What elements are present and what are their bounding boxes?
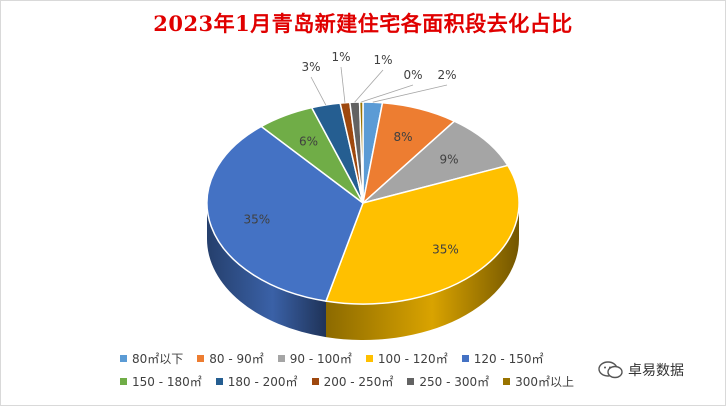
legend-swatch [365,355,373,362]
legend-item: 100 - 120㎡ [365,350,448,367]
pie-slice-4 [206,125,364,302]
data-label-0: 2% [437,68,456,82]
chart-legend: 80㎡以下 80 - 90㎡ 90 - 100㎡ 100 - 120㎡ 120 - 15… [120,350,620,396]
chart-title: 2023年1月青岛新建住宅各面积段去化占比 [153,11,573,36]
legend-swatch [503,378,511,385]
wechat-icon [598,361,623,379]
legend-swatch [197,355,205,362]
legend-swatch [311,378,319,385]
data-label-3: 35% [432,242,459,256]
leader-line-0 [372,84,448,103]
leader-line-9 [361,84,414,103]
legend-swatch [461,355,469,362]
legend-item: 250 - 300㎡ [407,373,489,390]
data-label-8: 1% [373,53,392,67]
data-label-5: 6% [299,135,318,149]
pie-slice-2 [362,120,509,204]
legend-item: 200 - 250㎡ [311,373,394,390]
legend-label: 80㎡以下 [132,352,184,366]
legend-label: 180 - 200㎡ [227,375,298,389]
watermark: 卓易数据 [598,360,684,380]
leader-line-8 [354,69,384,103]
legend-swatch [120,355,127,362]
legend-label: 100 - 120㎡ [377,352,448,366]
watermark-text: 卓易数据 [628,363,684,379]
legend-label: 80 - 90㎡ [209,352,264,366]
leader-line-6 [310,76,327,106]
pie-side-3 [325,203,519,340]
pie-slice-3 [324,164,520,305]
legend-item: 120 - 150㎡ [461,350,544,367]
legend-swatch [277,355,285,362]
data-label-4: 35% [243,213,270,227]
legend-label: 200 - 250㎡ [323,375,394,389]
legend-item: 80㎡以下 [120,350,183,367]
legend-label: 250 - 300㎡ [419,375,490,389]
legend-label: 120 - 150㎡ [473,352,544,366]
legend-swatch [407,378,415,385]
data-label-9: 0% [403,68,422,82]
legend-swatch [120,378,127,385]
legend-row: 80㎡以下 80 - 90㎡ 90 - 100㎡ 100 - 120㎡ 120 - 15… [120,350,620,367]
legend-label: 150 - 180㎡ [132,375,202,389]
legend-item: 90 - 100㎡ [277,350,352,367]
legend-label: 90 - 100㎡ [289,352,352,366]
legend-item: 180 - 200㎡ [215,373,298,390]
leader-line-7 [340,66,346,103]
data-label-1: 8% [394,130,413,144]
legend-item: 300㎡以上 [503,373,574,390]
legend-label: 300㎡以上 [515,375,575,389]
pie-side-4 [207,203,326,338]
data-label-7: 1% [331,50,350,64]
legend-row: 150 - 180㎡ 180 - 200㎡ 200 - 250㎡ 250 - 300㎡… [120,373,620,390]
data-label-2: 9% [440,152,459,166]
legend-swatch [215,378,223,385]
legend-item: 80 - 90㎡ [197,350,264,367]
legend-item: 150 - 180㎡ [120,373,202,390]
data-label-6: 3% [301,60,320,74]
